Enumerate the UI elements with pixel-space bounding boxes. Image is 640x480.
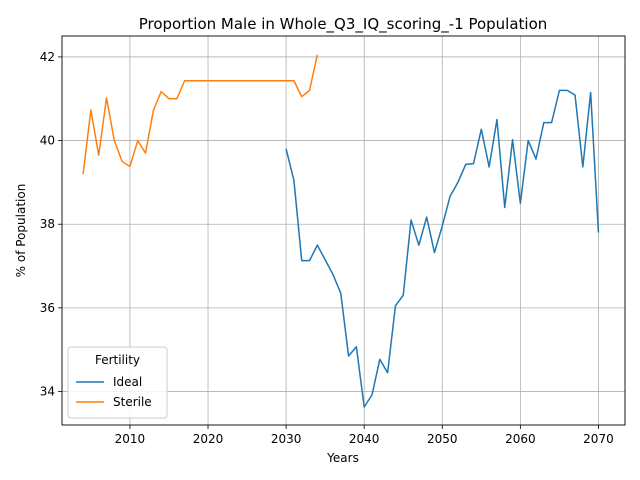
x-axis-label: Years	[326, 451, 359, 465]
x-tick-label: 2050	[427, 432, 458, 446]
series-line-ideal	[285, 89, 600, 408]
y-axis: 34 36 38 40 42	[40, 50, 62, 399]
y-tick-label: 42	[40, 50, 55, 64]
series-line-sterile	[82, 54, 319, 175]
x-axis: 2010 2020 2030 2040 2050 2060 2070	[115, 425, 614, 446]
series-lines	[82, 54, 600, 408]
chart-title: Proportion Male in Whole_Q3_IQ_scoring_-…	[139, 15, 548, 34]
x-tick-label: 2030	[271, 432, 302, 446]
legend-label-sterile: Sterile	[113, 395, 152, 409]
y-tick-label: 38	[40, 217, 55, 231]
legend-label-ideal: Ideal	[113, 375, 142, 389]
y-axis-label: % of Population	[14, 184, 28, 278]
x-tick-label: 2020	[193, 432, 224, 446]
legend-title: Fertility	[95, 353, 140, 367]
y-tick-label: 40	[40, 134, 55, 148]
x-tick-label: 2070	[583, 432, 614, 446]
y-tick-label: 36	[40, 301, 55, 315]
y-tick-label: 34	[40, 385, 55, 399]
legend-box	[67, 346, 168, 419]
x-tick-label: 2060	[505, 432, 536, 446]
x-tick-label: 2010	[115, 432, 146, 446]
plot-frame	[61, 35, 626, 426]
x-tick-label: 2040	[349, 432, 380, 446]
legend: Fertility Ideal Sterile	[67, 346, 168, 419]
